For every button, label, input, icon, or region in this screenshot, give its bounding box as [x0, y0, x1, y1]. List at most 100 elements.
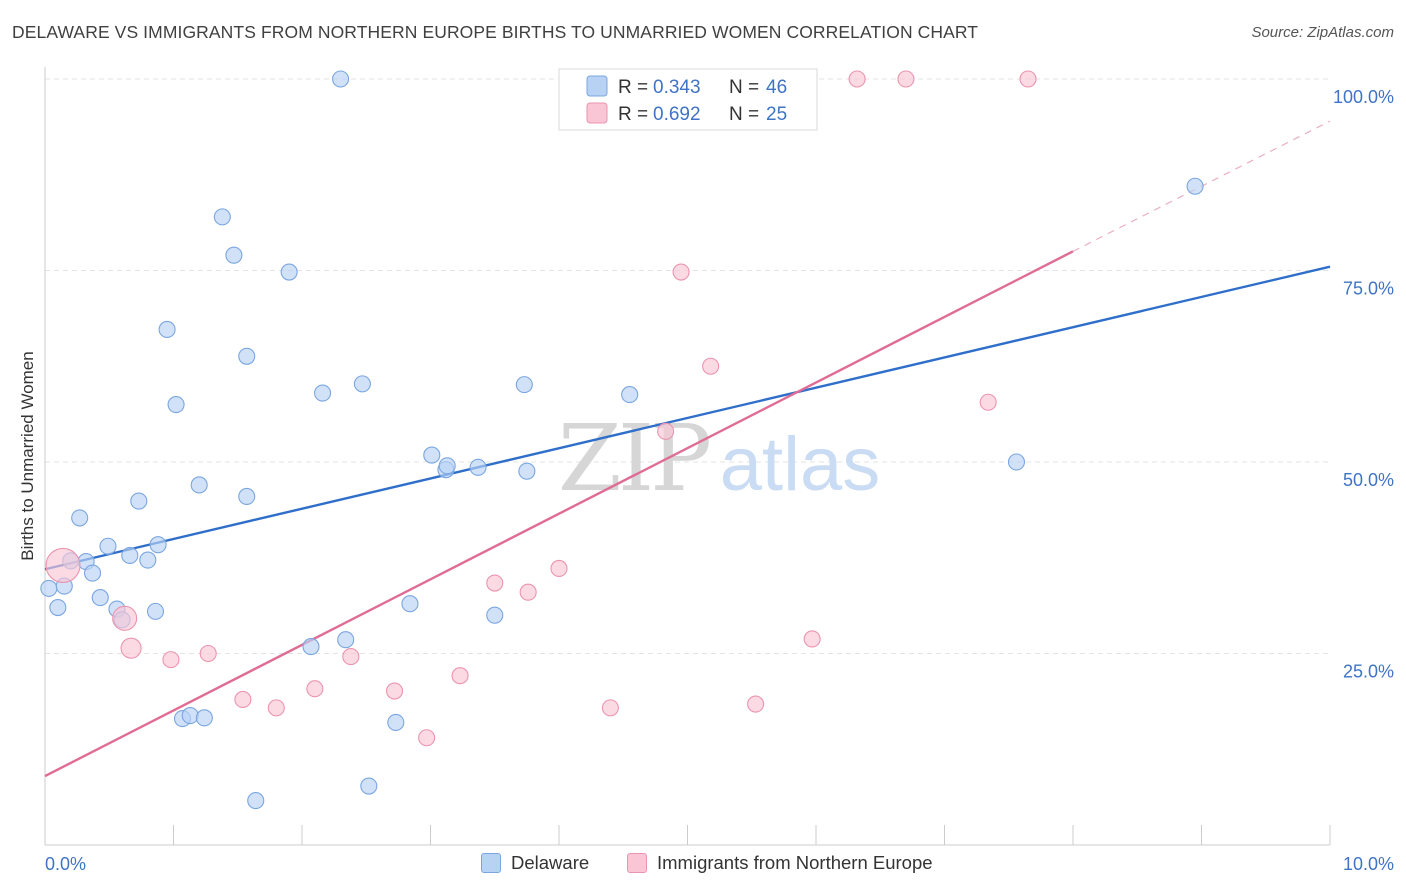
point-delaware-23: [225, 246, 243, 264]
source-label: Source: ZipAtlas.com: [1251, 24, 1394, 41]
point-delaware-40: [486, 606, 504, 624]
trend-line-delaware: [44, 265, 1331, 571]
point-immigrants-11: [451, 667, 469, 685]
watermark-zip: ZIP: [558, 405, 709, 512]
chart-title: DELAWARE VS IMMIGRANTS FROM NORTHERN EUR…: [12, 22, 979, 42]
point-immigrants-14: [550, 559, 568, 578]
point-delaware-35: [401, 595, 419, 613]
legend-swatch-immigrants: [586, 102, 608, 124]
point-immigrants-6: [267, 699, 285, 717]
point-immigrants-20: [803, 630, 821, 648]
point-delaware-26: [247, 792, 265, 810]
point-immigrants-2: [120, 637, 142, 659]
series-legend: Delaware Immigrants from Northern Europe: [0, 850, 1406, 880]
x-tick-label-0: 0.0%: [45, 854, 86, 874]
point-delaware-25: [238, 487, 256, 506]
point-immigrants-3: [162, 651, 180, 669]
point-delaware-39: [469, 458, 487, 476]
point-delaware-13: [139, 551, 157, 569]
point-immigrants-10: [418, 729, 436, 747]
point-delaware-16: [158, 320, 176, 339]
data-points: [40, 70, 1204, 810]
point-delaware-42: [518, 462, 536, 480]
point-delaware-8: [99, 537, 117, 555]
legend-n-label-delaware: N =: [729, 77, 759, 98]
point-immigrants-15: [601, 699, 619, 717]
legend: R = 0.343 N = 46 R = 0.692 N = 25: [558, 68, 818, 131]
trend-lines: [44, 120, 1331, 778]
legend-r-label-delaware: R =: [618, 77, 648, 98]
point-delaware-22: [213, 208, 231, 226]
point-immigrants-0: [45, 547, 81, 583]
legend-r-label-immigrants: R =: [618, 104, 648, 125]
legend-r-value-delaware: 0.343: [653, 77, 701, 98]
y-tick-label-0: 25.0%: [1343, 662, 1394, 682]
legend-n-value-delaware: 46: [766, 77, 787, 98]
point-delaware-12: [130, 492, 148, 510]
point-delaware-17: [167, 395, 185, 414]
point-delaware-7: [91, 589, 109, 607]
point-delaware-29: [314, 384, 332, 402]
point-delaware-15: [149, 536, 167, 554]
point-delaware-45: [1186, 177, 1204, 195]
point-immigrants-21: [848, 70, 866, 88]
point-immigrants-18: [702, 357, 720, 375]
y-tick-label-3: 100.0%: [1333, 87, 1394, 107]
axes: [44, 67, 1331, 846]
point-immigrants-12: [486, 574, 504, 592]
point-delaware-21: [195, 709, 213, 727]
point-delaware-28: [302, 638, 320, 656]
point-delaware-34: [387, 713, 405, 731]
series-name-delaware: Delaware: [511, 852, 590, 873]
point-immigrants-19: [747, 695, 765, 713]
series-swatch-delaware: [481, 853, 501, 873]
point-delaware-6: [83, 564, 102, 582]
x-tick-labels: 0.0% 10.0%: [45, 854, 1394, 874]
series-legend-delaware: Delaware: [481, 852, 589, 874]
point-delaware-27: [280, 263, 298, 281]
point-immigrants-4: [199, 644, 217, 663]
point-delaware-1: [49, 598, 67, 617]
point-immigrants-16: [657, 422, 675, 440]
point-immigrants-22: [897, 70, 915, 88]
point-immigrants-7: [306, 680, 324, 698]
point-delaware-4: [71, 509, 89, 527]
point-immigrants-17: [672, 263, 690, 281]
point-immigrants-23: [979, 393, 997, 411]
point-delaware-41: [515, 376, 533, 394]
point-delaware-19: [181, 706, 199, 725]
point-delaware-44: [1007, 453, 1026, 471]
series-swatch-immigrants: [627, 853, 647, 873]
point-delaware-32: [353, 375, 371, 393]
y-tick-labels: 25.0% 50.0% 75.0% 100.0%: [1333, 87, 1394, 682]
point-delaware-24: [238, 347, 256, 365]
point-immigrants-1: [112, 605, 138, 631]
point-delaware-20: [190, 476, 208, 494]
point-delaware-36: [423, 446, 441, 464]
point-immigrants-9: [385, 682, 404, 700]
point-delaware-11: [121, 546, 139, 565]
grid-lines: [45, 78, 1330, 654]
legend-swatch-delaware: [586, 75, 608, 97]
point-delaware-33: [360, 777, 378, 795]
series-legend-immigrants: Immigrants from Northern Europe: [627, 852, 933, 874]
point-delaware-14: [146, 602, 165, 620]
x-tick-label-1: 10.0%: [1343, 854, 1394, 874]
point-immigrants-24: [1019, 70, 1037, 88]
series-name-immigrants: Immigrants from Northern Europe: [657, 852, 933, 873]
point-immigrants-5: [234, 690, 252, 709]
y-tick-label-1: 50.0%: [1343, 470, 1394, 490]
y-tick-label-2: 75.0%: [1343, 279, 1394, 299]
point-delaware-0: [40, 579, 58, 597]
watermark-atlas: atlas: [720, 422, 881, 507]
point-delaware-31: [337, 631, 355, 649]
legend-n-label-immigrants: N =: [729, 104, 759, 125]
point-immigrants-8: [342, 648, 360, 666]
point-delaware-43: [621, 386, 639, 404]
point-delaware-38: [438, 457, 456, 475]
legend-n-value-immigrants: 25: [766, 104, 787, 125]
trend-line-immigrants: [44, 250, 1074, 778]
point-immigrants-13: [519, 583, 537, 601]
watermark: ZIP atlas: [558, 405, 880, 512]
